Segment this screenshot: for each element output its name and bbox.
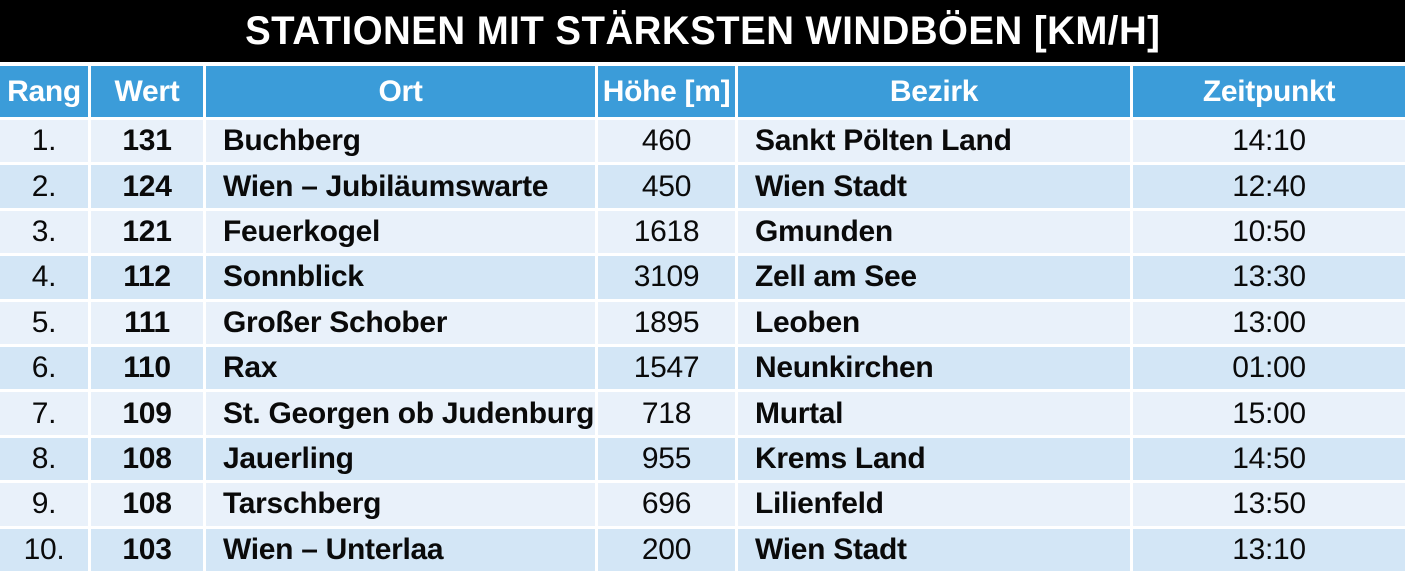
- table-cell-zeitpunkt: 14:50: [1133, 437, 1405, 481]
- column-header-wert: Wert: [91, 66, 203, 117]
- table-cell-zeitpunkt: 14:10: [1133, 120, 1405, 163]
- table-cell-wert: 108: [91, 437, 203, 481]
- table-cell-ort: Jauerling: [206, 437, 595, 481]
- table-cell-bezirk: Murtal: [738, 392, 1130, 435]
- table-cell-ort: Feuerkogel: [206, 210, 595, 254]
- table-cell-hoehe: 696: [598, 483, 735, 526]
- table-cell-bezirk: Gmunden: [738, 210, 1130, 254]
- table-cell-bezirk: Leoben: [738, 301, 1130, 344]
- table-cell-wert: 121: [91, 210, 203, 254]
- table-cell-rang: 9.: [0, 483, 88, 526]
- table-cell-zeitpunkt: 10:50: [1133, 210, 1405, 254]
- table-cell-zeitpunkt: 15:00: [1133, 392, 1405, 435]
- table-cell-bezirk: Wien Stadt: [738, 528, 1130, 571]
- table-cell-rang: 7.: [0, 392, 88, 435]
- table-cell-rang: 1.: [0, 120, 88, 163]
- table-cell-zeitpunkt: 13:00: [1133, 301, 1405, 344]
- column-header-ort: Ort: [206, 66, 595, 117]
- table-cell-bezirk: Sankt Pölten Land: [738, 120, 1130, 163]
- table-cell-rang: 4.: [0, 256, 88, 299]
- table-cell-wert: 112: [91, 256, 203, 299]
- table-cell-hoehe: 1618: [598, 210, 735, 254]
- column-header-zeitpunkt: Zeitpunkt: [1133, 66, 1405, 117]
- table-cell-wert: 111: [91, 301, 203, 344]
- table-cell-wert: 131: [91, 120, 203, 163]
- table-cell-rang: 2.: [0, 165, 88, 208]
- table-cell-rang: 10.: [0, 528, 88, 571]
- table-cell-wert: 109: [91, 392, 203, 435]
- table-cell-zeitpunkt: 12:40: [1133, 165, 1405, 208]
- table-cell-ort: Großer Schober: [206, 301, 595, 344]
- table-cell-ort: Wien – Unterlaa: [206, 528, 595, 571]
- table-cell-rang: 3.: [0, 210, 88, 254]
- table-cell-bezirk: Wien Stadt: [738, 165, 1130, 208]
- table-cell-hoehe: 460: [598, 120, 735, 163]
- table-cell-wert: 103: [91, 528, 203, 571]
- table-cell-rang: 6.: [0, 347, 88, 390]
- table-cell-ort: Sonnblick: [206, 256, 595, 299]
- table-cell-bezirk: Lilienfeld: [738, 483, 1130, 526]
- table-cell-hoehe: 955: [598, 437, 735, 481]
- table-cell-zeitpunkt: 01:00: [1133, 347, 1405, 390]
- table-cell-zeitpunkt: 13:50: [1133, 483, 1405, 526]
- table-cell-zeitpunkt: 13:10: [1133, 528, 1405, 571]
- column-header-bezirk: Bezirk: [738, 66, 1130, 117]
- table-cell-bezirk: Zell am See: [738, 256, 1130, 299]
- table-cell-wert: 110: [91, 347, 203, 390]
- page-title: STATIONEN MIT STÄRKSTEN WINDBÖEN [KM/H]: [244, 8, 1161, 53]
- table-cell-rang: 5.: [0, 301, 88, 344]
- table-cell-wert: 124: [91, 165, 203, 208]
- table-cell-ort: Rax: [206, 347, 595, 390]
- table-cell-rang: 8.: [0, 437, 88, 481]
- table-cell-bezirk: Neunkirchen: [738, 347, 1130, 390]
- table-cell-hoehe: 200: [598, 528, 735, 571]
- table-cell-ort: St. Georgen ob Judenburg: [206, 392, 595, 435]
- title-bar: STATIONEN MIT STÄRKSTEN WINDBÖEN [KM/H]: [0, 0, 1405, 62]
- column-header-rang: Rang: [0, 66, 88, 117]
- table-cell-zeitpunkt: 13:30: [1133, 256, 1405, 299]
- table-cell-hoehe: 3109: [598, 256, 735, 299]
- table-cell-hoehe: 1895: [598, 301, 735, 344]
- wind-table: Rang Wert Ort Höhe [m] Bezirk Zeitpunkt 1. 131 B…: [0, 66, 1405, 571]
- table-cell-ort: Wien – Jubiläumswarte: [206, 165, 595, 208]
- table-cell-wert: 108: [91, 483, 203, 526]
- table-cell-ort: Buchberg: [206, 120, 595, 163]
- table-cell-ort: Tarschberg: [206, 483, 595, 526]
- table-cell-hoehe: 718: [598, 392, 735, 435]
- column-header-hoehe: Höhe [m]: [598, 66, 735, 117]
- table-cell-bezirk: Krems Land: [738, 437, 1130, 481]
- table-cell-hoehe: 1547: [598, 347, 735, 390]
- table-cell-hoehe: 450: [598, 165, 735, 208]
- title-table-divider: [0, 62, 1405, 66]
